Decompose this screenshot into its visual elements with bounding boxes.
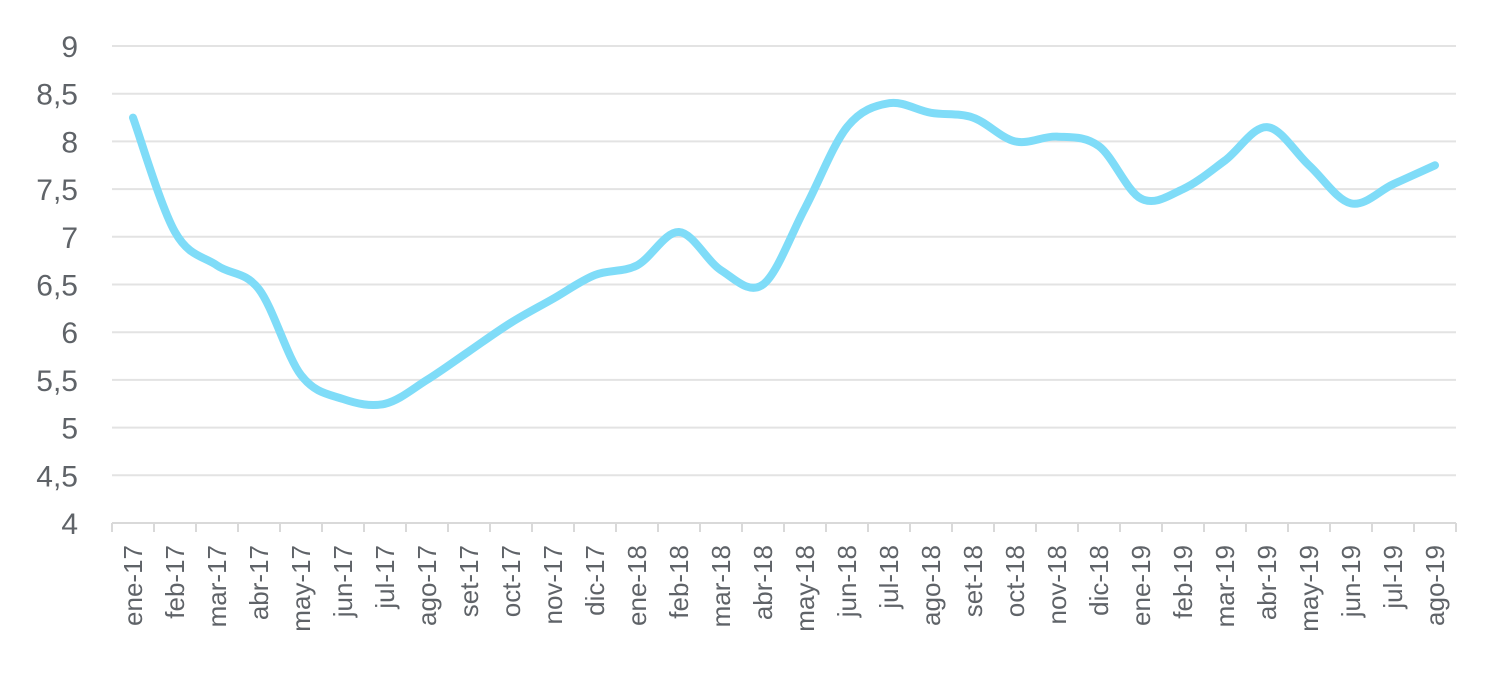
x-tick-label: mar-18 <box>706 545 736 627</box>
y-tick-label: 9 <box>61 31 78 64</box>
x-tick-label: mar-19 <box>1210 545 1240 627</box>
y-tick-label: 4 <box>61 508 78 541</box>
data-point <box>1389 180 1397 188</box>
data-point <box>213 261 221 269</box>
data-point <box>549 295 557 303</box>
x-tick-label: nov-18 <box>1042 545 1072 625</box>
x-tick-label: jul-18 <box>874 545 904 610</box>
data-point <box>717 266 725 274</box>
data-point <box>1431 161 1439 169</box>
data-point <box>255 285 263 293</box>
data-point <box>885 99 893 107</box>
y-tick-label: 4,5 <box>36 460 78 493</box>
data-point <box>633 261 641 269</box>
x-tick-label: jun-17 <box>328 545 358 618</box>
data-point <box>423 376 431 384</box>
x-tick-label: abr-18 <box>748 545 778 620</box>
data-point <box>297 371 305 379</box>
x-tick-label: feb-17 <box>160 545 190 619</box>
x-tick-label: jul-17 <box>370 545 400 610</box>
data-point <box>843 123 851 131</box>
data-point <box>171 228 179 236</box>
x-tick-label: mar-17 <box>202 545 232 627</box>
x-tick-label: ago-18 <box>916 545 946 626</box>
x-tick-label: abr-17 <box>244 545 274 620</box>
series-line <box>129 98 1439 410</box>
x-tick-label: dic-18 <box>1084 545 1114 616</box>
y-tick-label: 8 <box>61 126 78 159</box>
data-point <box>339 395 347 403</box>
data-point <box>591 271 599 279</box>
x-tick-label: ene-18 <box>622 545 652 626</box>
gridlines <box>112 45 1456 477</box>
data-point <box>1305 161 1313 169</box>
y-axis-ticks: 4 4,5 5 5,5 6 6,5 7 7,5 8 8,5 9 <box>36 31 78 541</box>
x-tick-label: may-17 <box>286 545 316 632</box>
x-tick-label: dic-17 <box>580 545 610 616</box>
x-tick-label: set-18 <box>958 545 988 617</box>
data-point <box>1137 195 1145 203</box>
x-tick-label: oct-17 <box>496 545 526 617</box>
data-point <box>507 319 515 327</box>
y-tick-label: 5,5 <box>36 365 78 398</box>
data-point <box>1347 199 1355 207</box>
x-tick-label: jul-19 <box>1378 545 1408 610</box>
data-point <box>1263 123 1271 131</box>
y-tick-label: 6 <box>61 317 78 350</box>
data-point <box>129 114 137 122</box>
data-point <box>465 347 473 355</box>
y-tick-label: 6,5 <box>36 270 78 303</box>
y-tick-label: 7 <box>61 222 78 255</box>
x-tick-label: nov-17 <box>538 545 568 625</box>
data-point <box>1053 133 1061 141</box>
x-tick-label: ago-17 <box>412 545 442 626</box>
data-point <box>1179 185 1187 193</box>
x-tick-label: jun-18 <box>832 545 862 618</box>
data-point <box>969 114 977 122</box>
x-tick-label: ene-19 <box>1126 545 1156 626</box>
data-point <box>927 109 935 117</box>
x-tick-label: feb-18 <box>664 545 694 619</box>
data-point <box>801 204 809 212</box>
y-tick-label: 5 <box>61 413 78 446</box>
x-axis-ticks: ene-17 feb-17 mar-17 abr-17 may-17 jun-17 jul-… <box>118 545 1450 632</box>
x-tick-label: set-17 <box>454 545 484 617</box>
x-tick-label: abr-19 <box>1252 545 1282 620</box>
x-axis <box>111 522 1457 532</box>
x-tick-label: oct-18 <box>1000 545 1030 617</box>
x-tick-label: jun-19 <box>1336 545 1366 618</box>
x-tick-label: may-19 <box>1294 545 1324 632</box>
series-group <box>129 98 1439 410</box>
x-tick-label: feb-19 <box>1168 545 1198 619</box>
y-tick-label: 8,5 <box>36 79 78 112</box>
y-tick-label: 7,5 <box>36 174 78 207</box>
x-tick-label: ago-19 <box>1420 545 1450 626</box>
data-point <box>675 228 683 236</box>
data-point <box>1011 137 1019 145</box>
data-point <box>1095 142 1103 150</box>
data-point <box>759 281 767 289</box>
data-point <box>1221 156 1229 164</box>
data-point <box>381 400 389 408</box>
x-tick-label: ene-17 <box>118 545 148 626</box>
x-tick-label: may-18 <box>790 545 820 632</box>
